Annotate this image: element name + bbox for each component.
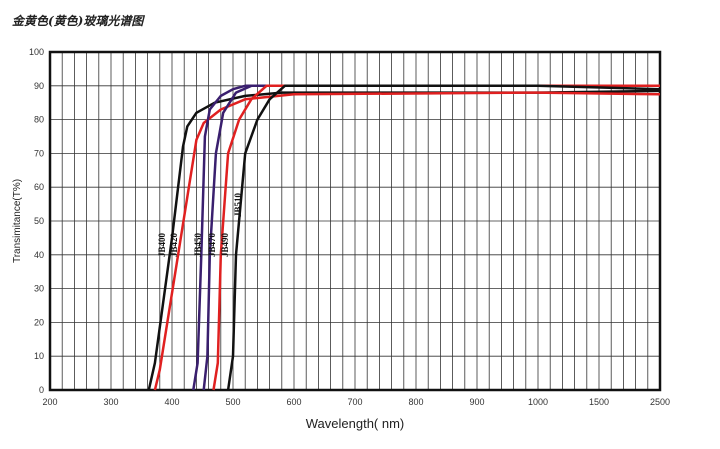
y-tick-label: 60 — [34, 182, 44, 192]
series-label: JB470 — [207, 233, 217, 258]
series-label: JB490 — [220, 233, 230, 258]
y-tick-label: 50 — [34, 216, 44, 226]
y-axis-label: Transimitance(T%) — [12, 179, 23, 263]
y-tick-label: 0 — [39, 385, 44, 395]
series-line-jb510 — [226, 84, 661, 391]
x-tick-label: 300 — [103, 397, 118, 407]
chart-title: 金黄色(黄色)玻璃光谱图 — [12, 14, 144, 28]
series-label: JB400 — [157, 233, 167, 258]
y-tick-label: 100 — [29, 47, 44, 57]
x-tick-label: 700 — [347, 397, 362, 407]
x-tick-label: 800 — [408, 397, 423, 407]
y-tick-label: 70 — [34, 148, 44, 158]
x-tick-label: 500 — [225, 397, 240, 407]
y-tick-label: 80 — [34, 115, 44, 125]
series-line-jb420 — [153, 91, 661, 391]
x-tick-label: 900 — [469, 397, 484, 407]
series-line-jb470 — [202, 84, 660, 391]
x-tick-label: 600 — [286, 397, 301, 407]
series-label: JB510 — [233, 193, 243, 218]
x-tick-label: 1500 — [589, 397, 609, 407]
x-tick-label: 200 — [42, 397, 57, 407]
series-label: JB420 — [169, 233, 179, 258]
y-tick-label: 90 — [34, 81, 44, 91]
series-label: JB450 — [193, 233, 203, 258]
x-tick-label: 1000 — [528, 397, 548, 407]
y-tick-label: 40 — [34, 250, 44, 260]
series-line-jb490 — [212, 84, 660, 391]
plot-frame — [48, 50, 662, 392]
y-tick-label: 30 — [34, 284, 44, 294]
x-tick-label: 2500 — [650, 397, 670, 407]
x-axis-label: Wavelength( nm) — [306, 416, 405, 431]
x-tick-label: 400 — [164, 397, 179, 407]
y-tick-label: 20 — [34, 317, 44, 327]
series-line-jb450 — [192, 84, 660, 391]
y-tick-label: 10 — [34, 351, 44, 361]
